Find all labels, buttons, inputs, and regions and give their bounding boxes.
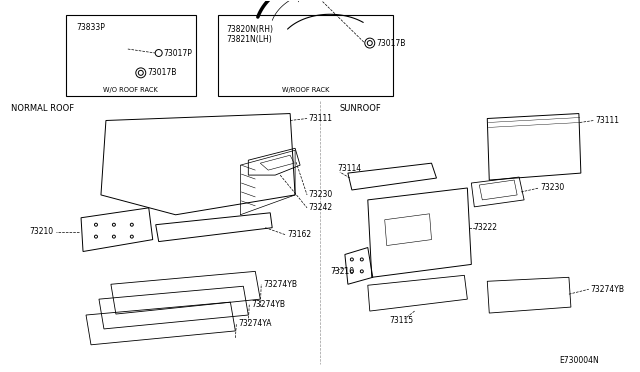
Text: 73115: 73115	[390, 317, 414, 326]
Text: 73017P: 73017P	[164, 48, 193, 58]
Circle shape	[138, 70, 143, 76]
Text: 73833P: 73833P	[76, 23, 105, 32]
Text: 73242: 73242	[308, 203, 332, 212]
Text: 73210: 73210	[330, 267, 354, 276]
Text: NORMAL ROOF: NORMAL ROOF	[12, 104, 74, 113]
Text: W/ROOF RACK: W/ROOF RACK	[282, 87, 329, 93]
Circle shape	[360, 270, 364, 273]
Text: 73230: 73230	[308, 190, 332, 199]
Circle shape	[350, 270, 353, 273]
Circle shape	[131, 223, 133, 226]
Text: 73820N(RH): 73820N(RH)	[227, 25, 273, 34]
Text: 73210: 73210	[29, 227, 53, 236]
Text: 73274YA: 73274YA	[238, 320, 272, 328]
Circle shape	[360, 258, 364, 261]
Circle shape	[95, 235, 97, 238]
Circle shape	[365, 38, 375, 48]
Text: 73162: 73162	[287, 230, 311, 239]
Text: 73821N(LH): 73821N(LH)	[227, 35, 272, 44]
Text: 73017B: 73017B	[148, 68, 177, 77]
Text: W/O ROOF RACK: W/O ROOF RACK	[104, 87, 158, 93]
Bar	[218, 15, 393, 96]
Circle shape	[156, 49, 162, 57]
Text: SUNROOF: SUNROOF	[340, 104, 381, 113]
Circle shape	[367, 41, 372, 45]
Text: 73111: 73111	[596, 116, 620, 125]
Circle shape	[95, 223, 97, 226]
Text: 73274YB: 73274YB	[263, 280, 297, 289]
Circle shape	[113, 223, 115, 226]
Bar	[66, 15, 196, 96]
Text: 73111: 73111	[308, 114, 332, 123]
Text: 73114: 73114	[337, 164, 361, 173]
Text: E730004N: E730004N	[559, 356, 599, 365]
Text: 73274YB: 73274YB	[252, 299, 285, 309]
Circle shape	[350, 258, 353, 261]
Circle shape	[113, 235, 115, 238]
Circle shape	[136, 68, 146, 78]
Text: 73230: 73230	[540, 183, 564, 192]
Circle shape	[131, 235, 133, 238]
Text: 73222: 73222	[474, 223, 497, 232]
Text: 73017B: 73017B	[377, 39, 406, 48]
Text: 73274YB: 73274YB	[591, 285, 625, 294]
